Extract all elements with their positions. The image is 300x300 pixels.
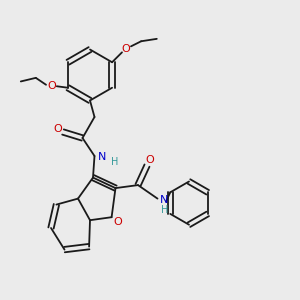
Text: N: N xyxy=(98,152,106,163)
Text: O: O xyxy=(146,155,154,165)
Text: O: O xyxy=(47,81,56,91)
Text: O: O xyxy=(114,217,123,227)
Text: O: O xyxy=(53,124,62,134)
Text: N: N xyxy=(160,195,168,205)
Text: O: O xyxy=(121,44,130,54)
Text: H: H xyxy=(160,205,168,215)
Text: H: H xyxy=(111,157,118,167)
